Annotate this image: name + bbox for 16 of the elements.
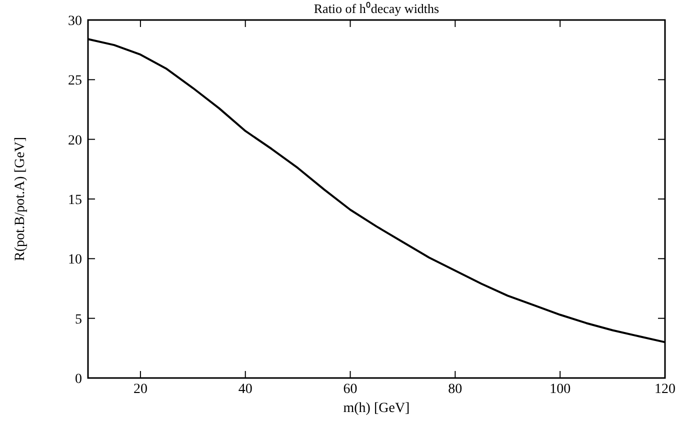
x-tick-label: 20 bbox=[133, 382, 148, 397]
y-tick-label: 10 bbox=[68, 252, 82, 268]
chart-title: Ratio of h⁰decay widths bbox=[314, 1, 440, 16]
y-axis-title: R(pot.B/pot.A) [GeV] bbox=[13, 136, 28, 262]
y-tick-label: 20 bbox=[68, 133, 82, 148]
x-tick-label: 120 bbox=[654, 382, 676, 397]
x-tick-label: 80 bbox=[448, 382, 462, 397]
x-axis-title: m(h) [GeV] bbox=[343, 401, 410, 416]
y-tick-label: 5 bbox=[75, 312, 82, 328]
y-tick-label: 0 bbox=[75, 372, 82, 387]
x-tick-label: 60 bbox=[343, 382, 358, 397]
y-tick-label: 15 bbox=[68, 193, 82, 208]
x-tick-label: 40 bbox=[238, 382, 252, 397]
y-tick-label: 30 bbox=[68, 14, 82, 29]
y-tick-label: 25 bbox=[68, 74, 82, 89]
x-tick-label: 100 bbox=[550, 382, 571, 397]
